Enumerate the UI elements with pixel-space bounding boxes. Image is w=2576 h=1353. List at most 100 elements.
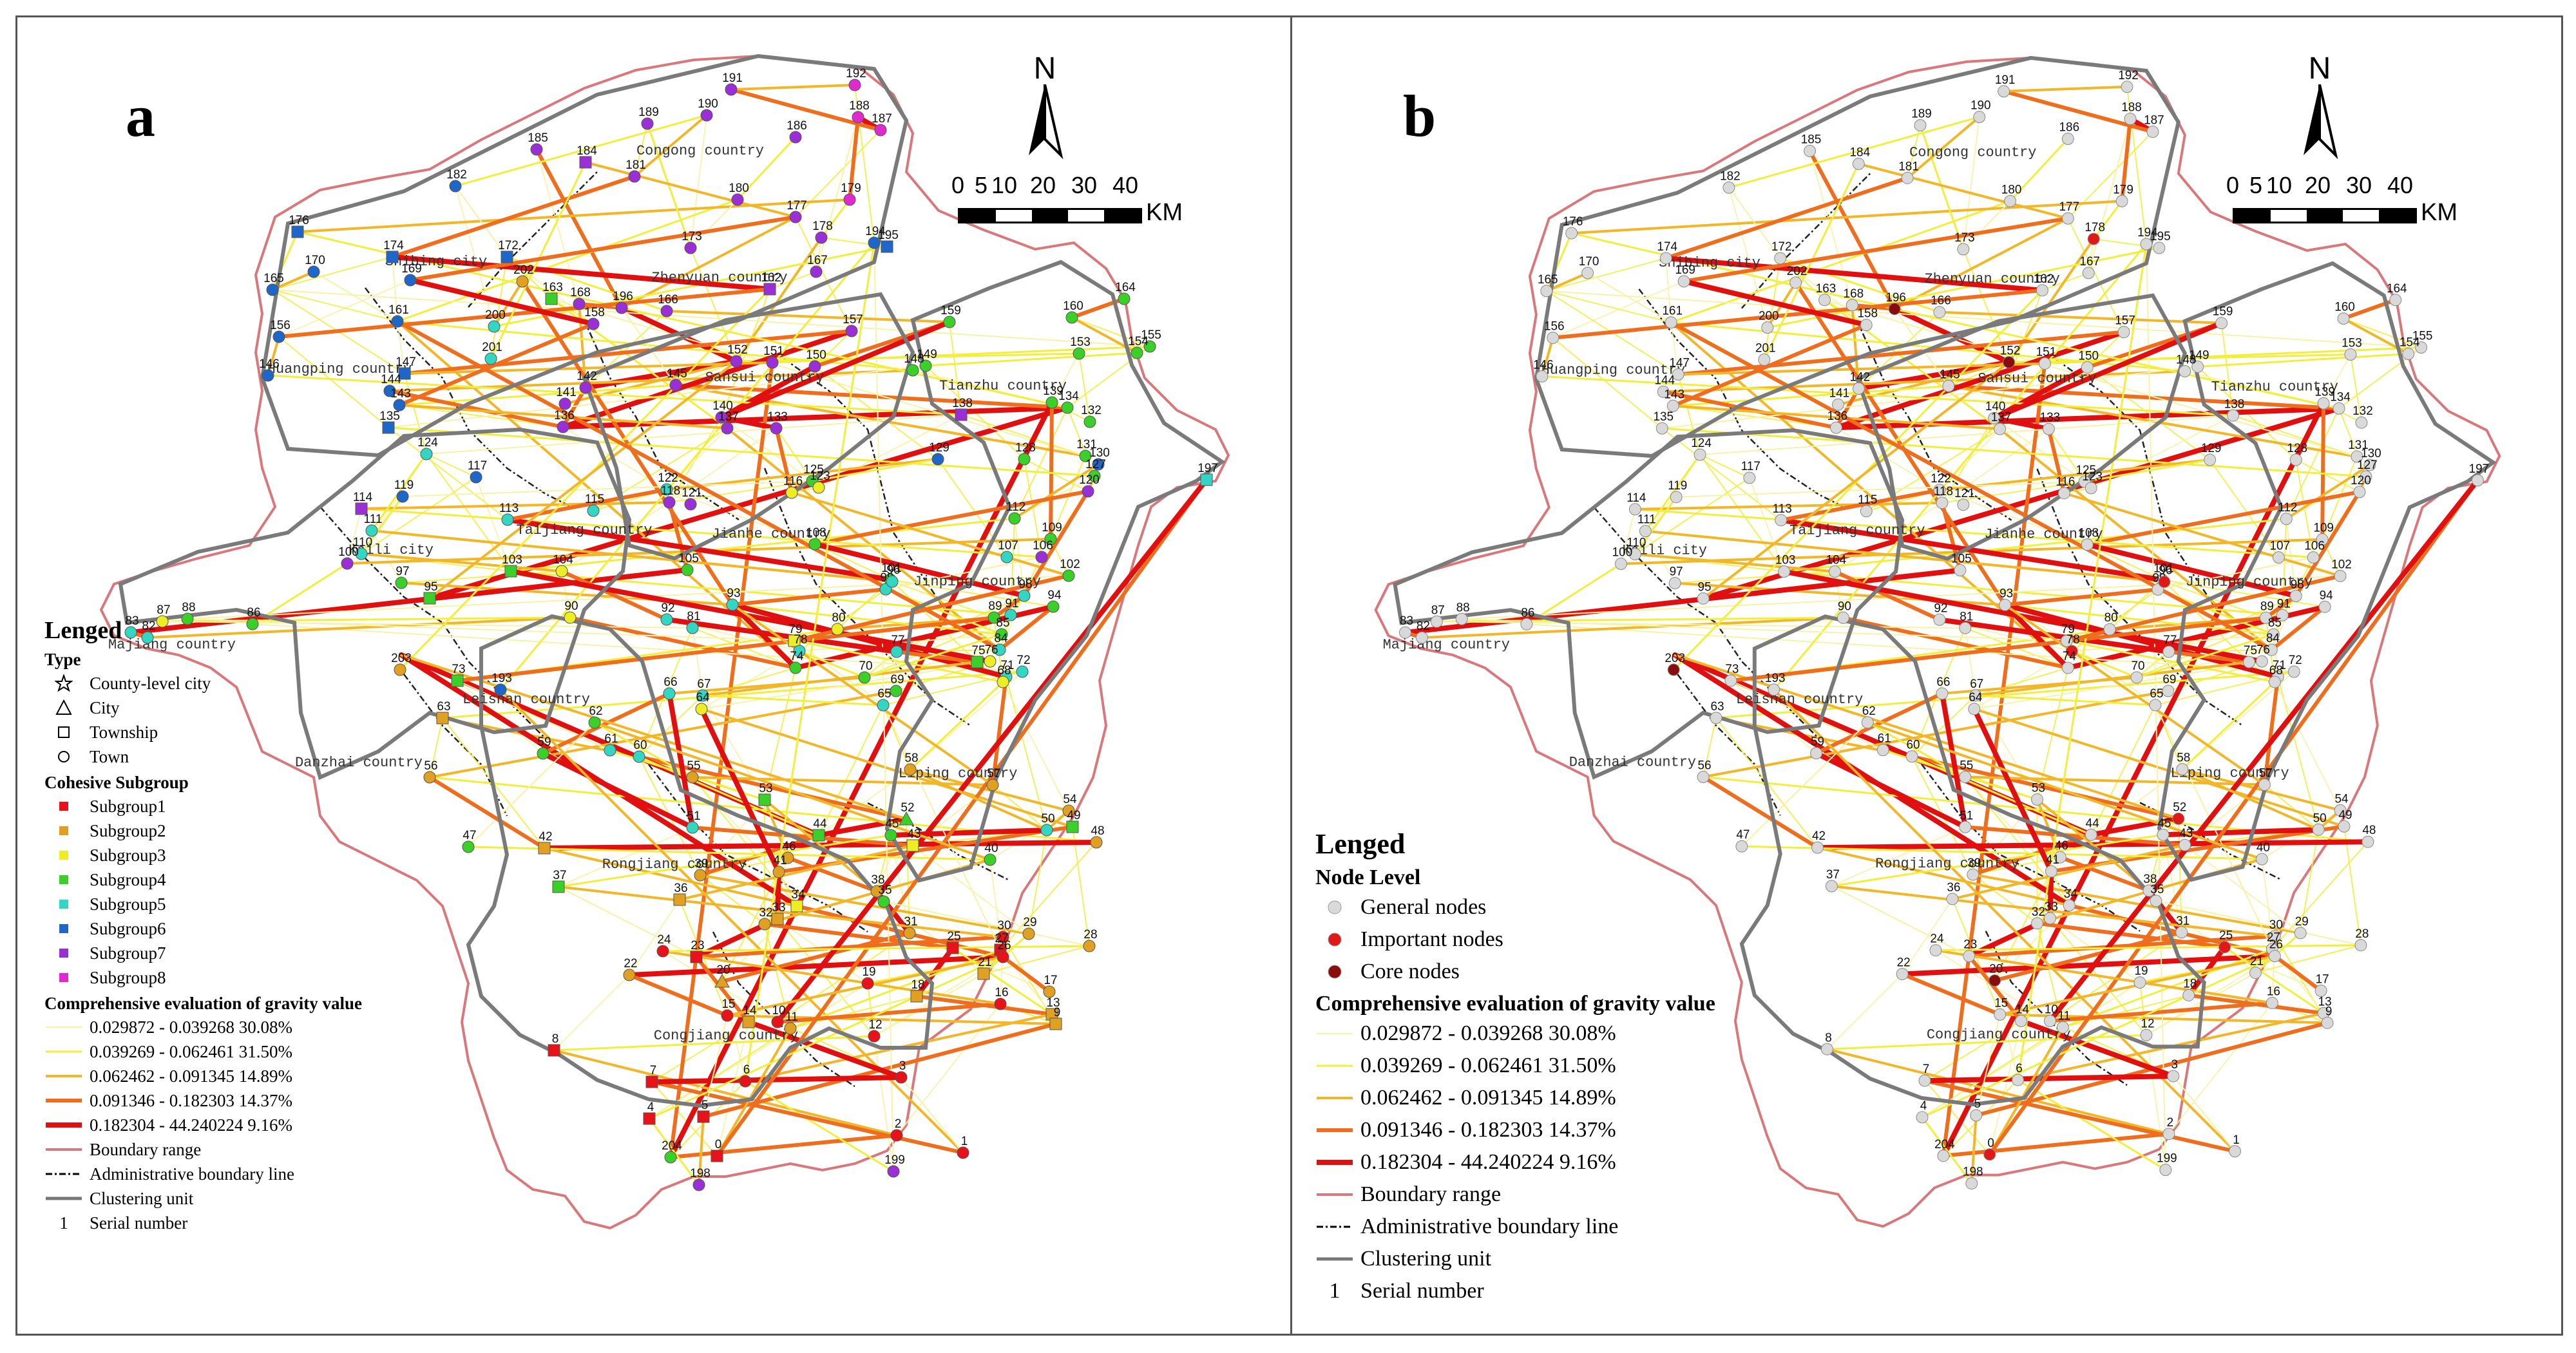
gravity-edge [864, 651, 897, 678]
gravity-edge [1967, 954, 2023, 1023]
network-node [1998, 85, 2010, 98]
gravity-edge [360, 553, 563, 572]
gravity-edge [313, 271, 398, 322]
node-serial-number: 71 [1000, 659, 1014, 672]
place-label: Tianzhu country [2211, 379, 2338, 395]
node-serial-number: 143 [1664, 388, 1684, 401]
node-serial-number: 118 [661, 484, 680, 498]
gravity-edge [1830, 833, 2164, 887]
network-node [141, 631, 154, 644]
gravity-edge [2273, 634, 2279, 677]
legend-node-level-label: General nodes [1360, 895, 1487, 919]
gravity-edge [2048, 1001, 2275, 1023]
node-serial-number: 25 [2219, 929, 2233, 943]
gravity-edge [1701, 775, 1820, 850]
clustering-unit-outline [582, 292, 915, 561]
place-label: Taijiang country [1789, 523, 1925, 539]
node-serial-number: 198 [1963, 1166, 1983, 1179]
legend-gravity-row: 0.029872 - 0.039268 30.08% [44, 1015, 457, 1039]
network-node [770, 422, 783, 435]
network-node [1896, 968, 1909, 981]
node-serial-number: 88 [1456, 601, 1470, 614]
network-node [1914, 119, 1927, 132]
legend-subgroup-row: Subgroup5 [44, 892, 457, 916]
node-serial-number: 1 [961, 1135, 968, 1148]
gravity-edge [731, 603, 1003, 636]
gravity-edge [1911, 695, 1976, 757]
node-serial-number: 21 [2250, 955, 2264, 969]
gravity-edge [1677, 374, 1701, 455]
node-serial-number: 18 [911, 978, 924, 992]
gravity-edge [633, 114, 708, 178]
scale-unit: KM [2421, 199, 2457, 226]
network-node [2354, 939, 2367, 952]
node-serial-number: 169 [401, 262, 422, 276]
gravity-edge [1922, 1074, 2176, 1084]
gravity-edge [535, 147, 624, 310]
network-node [700, 109, 713, 122]
node-serial-number: 82 [1417, 620, 1430, 633]
network-node [2175, 926, 2188, 939]
gravity-edge [1998, 428, 2273, 652]
node-serial-number: 113 [1773, 502, 1792, 516]
network-node [2061, 661, 2074, 674]
network-node [977, 967, 990, 980]
place-label: Huangping country [1541, 362, 1686, 378]
network-node [1831, 398, 1844, 411]
node-serial-number: 165 [1538, 273, 1558, 287]
node-serial-number: 164 [1115, 281, 1136, 294]
node-serial-number: 140 [712, 399, 733, 413]
network-node [997, 931, 1009, 943]
gravity-edge [719, 415, 779, 431]
node-serial-number: 0 [1987, 1137, 1994, 1150]
gravity-edge [2155, 900, 2361, 946]
node-serial-number: 86 [247, 606, 260, 620]
node-serial-number: 37 [1826, 868, 1840, 882]
network-node [2042, 422, 2055, 435]
node-serial-number: 13 [1046, 996, 1060, 1010]
network-node [1846, 299, 1858, 312]
place-label: Shibing city [1659, 255, 1760, 271]
network-node [2082, 267, 2095, 279]
gravity-edge [1970, 1113, 1978, 1185]
network-node [262, 369, 274, 382]
gravity-edge [2002, 85, 2129, 93]
network-node [1018, 589, 1031, 602]
gravity-edge [1702, 361, 2010, 600]
node-serial-number: 119 [1668, 479, 1687, 493]
node-serial-number: 50 [1041, 812, 1054, 826]
node-serial-number: 17 [1044, 974, 1057, 987]
gravity-edge [1991, 415, 2052, 432]
gravity-edge [2180, 768, 2320, 831]
gravity-edge [2139, 982, 2147, 1036]
network-node [1929, 944, 1942, 957]
network-node [623, 969, 636, 981]
node-serial-number: 6 [2016, 1062, 2023, 1075]
admin-boundary-line [2036, 468, 2244, 726]
node-serial-number: 117 [1741, 460, 1760, 473]
gravity-edge [553, 974, 630, 1051]
legend-admin-label: Administrative boundary line [1360, 1215, 1619, 1238]
network-node [1022, 927, 1035, 940]
node-serial-number: 42 [1812, 829, 1826, 843]
network-node [1959, 621, 1972, 634]
node-serial-number: 194 [2137, 226, 2158, 240]
network-node [731, 193, 744, 206]
scale-tick: 40 [2387, 172, 2414, 198]
network-node [395, 576, 408, 589]
network-node [919, 359, 932, 372]
network-node [2243, 656, 2255, 668]
node-level-swatch [1315, 929, 1354, 951]
node-serial-number: 191 [722, 71, 743, 85]
gravity-edge [543, 847, 798, 907]
gravity-edge [1865, 428, 2001, 512]
gravity-edge [441, 670, 1024, 719]
node-serial-number: 89 [988, 600, 1002, 613]
gravity-edge [1831, 885, 1970, 957]
node-serial-number: 132 [2352, 404, 2373, 418]
node-serial-number: 98 [2291, 578, 2304, 591]
gravity-edge [668, 400, 1054, 1160]
gravity-edge [475, 477, 511, 572]
node-serial-number: 14 [743, 1004, 757, 1017]
network-node [771, 913, 784, 925]
